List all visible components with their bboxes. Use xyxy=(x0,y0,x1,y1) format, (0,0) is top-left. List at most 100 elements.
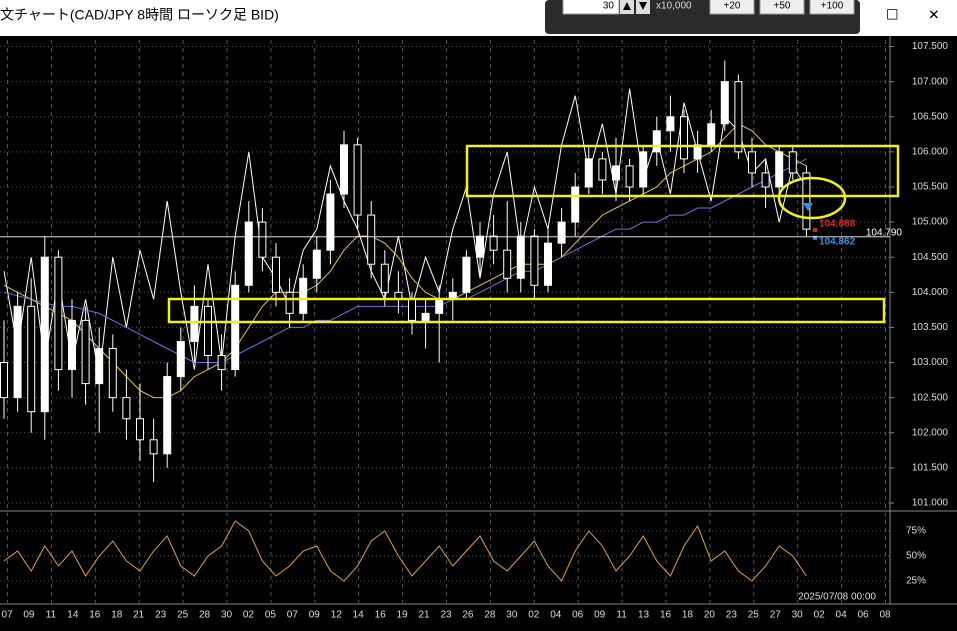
x-tick-label: 07 xyxy=(287,610,299,621)
candle-body xyxy=(421,312,430,321)
candle-body xyxy=(149,439,158,455)
candle-body xyxy=(544,242,552,286)
y-tick-label: 106.000 xyxy=(912,147,949,158)
x-tick-label: 27 xyxy=(770,610,782,621)
x-tick-label: 23 xyxy=(440,610,452,621)
x-tick-label: 18 xyxy=(111,610,123,621)
candle-body xyxy=(326,193,335,251)
candle-body xyxy=(557,221,566,244)
candle-body xyxy=(27,305,36,413)
x-tick-label: 16 xyxy=(660,610,672,621)
x-tick-label: 25 xyxy=(748,610,760,621)
toolbar-button-label: +20 xyxy=(724,1,741,12)
candle-body xyxy=(625,165,634,188)
y-tick-label: 101.500 xyxy=(912,463,949,474)
x-tick-label: 18 xyxy=(682,610,694,621)
candle-body xyxy=(720,81,729,125)
candle-body xyxy=(462,256,471,293)
x-tick-label: 21 xyxy=(133,610,145,621)
candle-body xyxy=(299,277,308,314)
close-icon[interactable]: ✕ xyxy=(928,7,940,23)
x-tick-label: 30 xyxy=(792,610,804,621)
candle-body xyxy=(244,221,253,286)
y-tick-label: 106.500 xyxy=(912,111,949,122)
candle-body xyxy=(312,249,321,279)
x-tick-label: 02 xyxy=(528,610,540,621)
candle-body xyxy=(108,347,117,399)
window-title: 文チャート(CAD/JPY 8時間 ローソク足 BID) xyxy=(0,7,279,23)
period-input[interactable] xyxy=(562,0,620,15)
x-tick-label: 09 xyxy=(309,610,321,621)
candle-body xyxy=(707,123,716,146)
candle-body xyxy=(136,418,144,441)
price-marker xyxy=(813,227,817,232)
toolbar-button[interactable] xyxy=(759,0,805,15)
x-tick-label: 14 xyxy=(67,610,79,621)
highlight-ellipse xyxy=(777,176,847,220)
candle-body xyxy=(680,116,688,160)
candle-body xyxy=(612,165,620,181)
candle-body xyxy=(734,81,743,153)
candle-body xyxy=(54,256,63,371)
candle-body xyxy=(666,116,675,132)
candle-body xyxy=(95,347,104,385)
x-tick-label: 02 xyxy=(243,610,255,621)
candle-body xyxy=(0,362,8,399)
candle-body xyxy=(503,249,512,279)
candle-body xyxy=(285,291,294,314)
x-tick-label: 09 xyxy=(594,610,606,621)
y-tick-label: 107.500 xyxy=(912,41,949,52)
x-tick-label: 09 xyxy=(23,610,35,621)
y2-tick-label: 50% xyxy=(906,551,926,562)
y-tick-label: 104.500 xyxy=(912,252,949,263)
x-tick-label: 28 xyxy=(199,610,211,621)
candle-body xyxy=(530,235,539,286)
toolbar-button[interactable] xyxy=(709,0,755,15)
x-tick-label: 25 xyxy=(177,610,189,621)
candle-body xyxy=(190,305,199,342)
candle-body xyxy=(571,186,580,223)
price-label: 104.790 xyxy=(866,227,903,238)
y2-tick-label: 25% xyxy=(906,576,926,587)
x-tick-label: 21 xyxy=(418,610,430,621)
y-tick-label: 105.000 xyxy=(912,217,949,228)
x-tick-label: 20 xyxy=(704,610,716,621)
candle-body xyxy=(217,355,226,371)
y-tick-label: 102.500 xyxy=(912,392,949,403)
toolbar-button[interactable] xyxy=(809,0,855,15)
candle-body xyxy=(652,130,661,153)
oscillator-line xyxy=(3,520,807,582)
candle-body xyxy=(231,284,240,371)
x-tick-label: 08 xyxy=(879,610,891,621)
candle-body xyxy=(353,144,362,216)
x-tick-label: 23 xyxy=(155,610,167,621)
candle-body xyxy=(748,151,756,174)
y-tick-label: 105.500 xyxy=(912,182,949,193)
y-tick-label: 101.000 xyxy=(912,498,949,509)
x-tick-label: 12 xyxy=(331,610,343,621)
candle-body xyxy=(68,319,76,371)
x-tick-label: 14 xyxy=(353,610,365,621)
toolbar-buttons: +20 +50 +100 xyxy=(709,0,855,15)
x-tick-label: 05 xyxy=(265,610,277,621)
candle-body xyxy=(340,144,348,195)
y2-tick-label: 75% xyxy=(906,526,926,537)
down-icon xyxy=(639,2,647,10)
candle-body xyxy=(40,256,49,413)
candle-body xyxy=(258,221,267,258)
y-tick-label: 103.000 xyxy=(912,357,949,368)
x-tick-label: 16 xyxy=(89,610,101,621)
x-tick-label: 28 xyxy=(484,610,496,621)
candle-body xyxy=(775,151,784,188)
y-tick-label: 107.000 xyxy=(912,76,949,87)
up-icon xyxy=(623,2,631,10)
signal-arrow xyxy=(803,203,813,211)
line-series xyxy=(3,158,807,363)
price-label: 104.888 xyxy=(819,219,856,230)
x-tick-label: 13 xyxy=(638,610,650,621)
maximize-icon[interactable]: ☐ xyxy=(886,7,899,23)
candle-body xyxy=(367,214,376,265)
candle-body xyxy=(408,298,416,321)
candle-body xyxy=(788,151,797,174)
